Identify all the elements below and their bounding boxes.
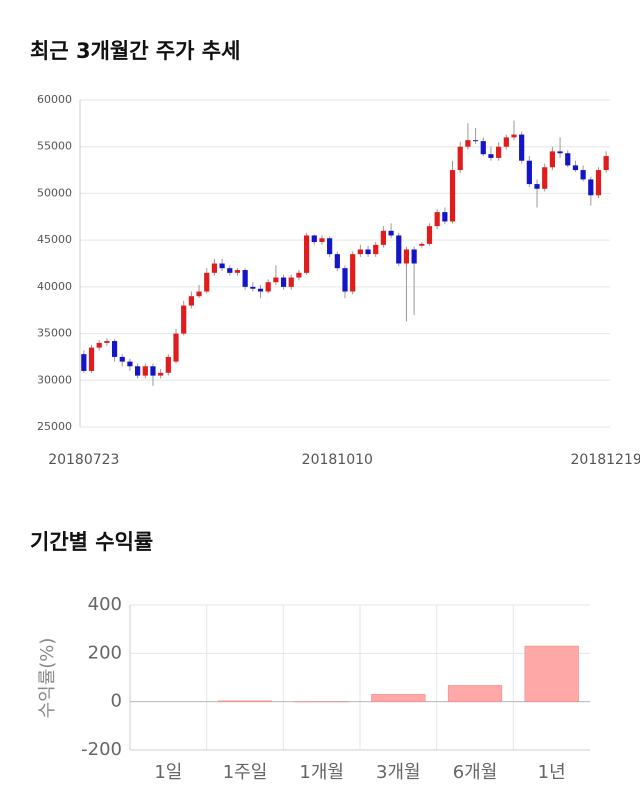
candle-body	[242, 270, 248, 287]
candle-body	[480, 141, 486, 155]
candle-body	[196, 291, 202, 297]
candle-body	[250, 286, 256, 289]
candle-body	[296, 272, 302, 278]
candle-body	[257, 288, 264, 292]
x-tick-label: 1년	[538, 762, 566, 783]
candle-body	[565, 153, 571, 166]
y-axis-label: 수익률(%)	[37, 638, 58, 719]
candle-body	[442, 212, 448, 222]
x-tick-label: 3개월	[376, 762, 421, 783]
candle-body	[265, 282, 271, 292]
y-tick-label: 400	[88, 594, 122, 615]
y-tick-label: 30000	[37, 373, 72, 386]
candle-body	[503, 137, 509, 147]
candle-body	[173, 333, 179, 362]
y-tick-label: 0	[111, 691, 122, 712]
candle-body	[127, 361, 133, 367]
x-tick-label: 20181219	[571, 452, 640, 468]
candle-body	[342, 268, 348, 292]
candle-body	[488, 154, 494, 158]
candle-body	[135, 366, 141, 376]
y-tick-label: 35000	[37, 327, 72, 340]
candle-body	[334, 254, 340, 269]
candle-body	[227, 268, 233, 273]
candle-body	[211, 263, 218, 273]
candle-body	[419, 243, 425, 246]
x-tick-label: 20181010	[302, 452, 373, 468]
y-tick-label: 50000	[37, 186, 72, 199]
candle-body	[588, 179, 594, 196]
candle-body	[373, 244, 379, 255]
candle-body	[426, 226, 433, 244]
candle-body	[234, 270, 241, 273]
candle-body	[595, 170, 602, 196]
candle-body	[204, 272, 210, 292]
candle-body	[88, 347, 95, 371]
candle-body	[511, 134, 517, 138]
candle-body	[319, 238, 325, 243]
candle-body	[557, 151, 563, 154]
candle-body	[380, 230, 387, 245]
candle-body	[188, 296, 194, 306]
x-tick-label: 6개월	[453, 762, 498, 783]
candle-body	[357, 249, 363, 255]
candle-body	[572, 165, 579, 171]
candle-body	[111, 341, 118, 357]
candle-body	[411, 249, 417, 264]
candle-body	[472, 140, 479, 142]
x-tick-label: 1주일	[223, 762, 268, 783]
candle-body	[457, 146, 463, 171]
candle-body	[542, 167, 548, 189]
y-tick-label: 60000	[37, 93, 72, 106]
y-tick-label: 40000	[37, 280, 72, 293]
candle-body	[449, 170, 456, 222]
candle-body	[96, 342, 102, 348]
candle-body	[580, 170, 586, 180]
candle-body	[526, 160, 532, 185]
chart-title: 기간별 수익률	[30, 530, 153, 554]
y-tick-label: -200	[81, 739, 122, 760]
candle-body	[534, 184, 540, 189]
candle-body	[327, 238, 333, 255]
candle-body	[150, 366, 156, 376]
candle-body	[549, 151, 555, 168]
chart-title: 최근 3개월간 주가 추세	[30, 39, 240, 63]
candle-body	[311, 235, 317, 243]
bar	[217, 700, 273, 702]
candle-body	[288, 277, 294, 287]
candle-body	[365, 249, 371, 255]
candle-body	[396, 235, 402, 264]
x-tick-label: 1개월	[299, 762, 344, 783]
bar	[447, 685, 503, 702]
candle-body	[465, 140, 471, 147]
candle-body	[219, 263, 225, 269]
candle-body	[434, 212, 440, 227]
candle-body	[81, 354, 87, 371]
candle-body	[119, 356, 125, 362]
candle-body	[273, 277, 279, 283]
candle-body	[181, 305, 187, 334]
x-tick-label: 20180723	[48, 452, 119, 468]
candle-body	[350, 254, 356, 292]
candle-body	[158, 372, 164, 376]
candle-body	[303, 235, 310, 273]
y-tick-label: 200	[88, 642, 122, 663]
candle-body	[165, 356, 171, 373]
x-tick-label: 1일	[154, 762, 182, 783]
y-tick-label: 45000	[37, 233, 72, 246]
candle-body	[496, 146, 502, 158]
y-tick-label: 25000	[37, 420, 72, 433]
y-tick-label: 55000	[37, 140, 72, 153]
candle-body	[280, 277, 287, 287]
candle-body	[142, 366, 148, 376]
candle-body	[104, 341, 110, 343]
candle-body	[388, 230, 394, 236]
bar	[371, 694, 426, 702]
bar	[524, 645, 579, 702]
candle-body	[603, 156, 609, 171]
candle-body	[519, 134, 525, 161]
candle-body	[403, 249, 410, 264]
